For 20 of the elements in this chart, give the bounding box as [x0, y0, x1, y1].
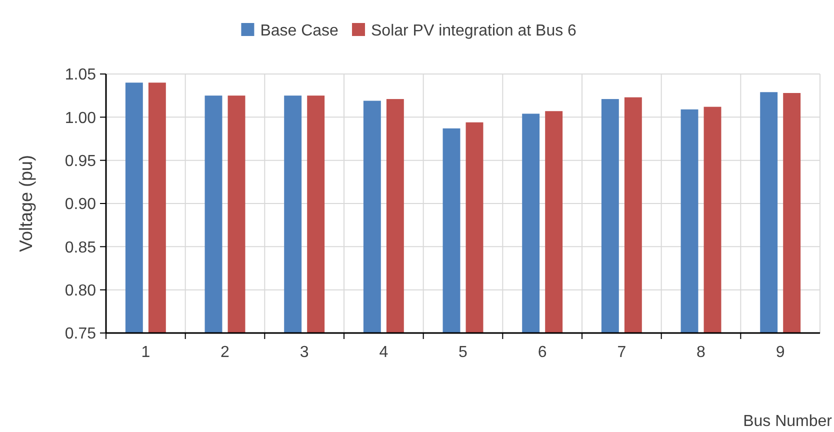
- y-axis-title: Voltage (pu): [16, 154, 36, 252]
- x-tick-label: 9: [776, 344, 785, 361]
- x-tick-label: 3: [300, 344, 309, 361]
- y-tick-label: 0.75: [64, 326, 96, 343]
- x-tick-label: 1: [141, 344, 150, 361]
- x-tick-label: 8: [696, 344, 706, 361]
- y-tick-label: 1.00: [64, 110, 96, 127]
- x-axis-title: Bus Number: [743, 413, 833, 430]
- x-tick-label: 7: [617, 344, 626, 361]
- y-tick-label: 1.05: [64, 66, 96, 84]
- legend-label: Base Case: [260, 22, 339, 40]
- x-tick-label: 2: [220, 344, 230, 361]
- legend-label: Solar PV integration at Bus 6: [371, 22, 577, 40]
- x-tick-label: 4: [379, 344, 388, 361]
- x-tick-label: 5: [458, 344, 468, 361]
- y-tick-label: 0.90: [64, 196, 96, 214]
- x-tick-label: 6: [538, 344, 547, 361]
- y-tick-label: 0.85: [64, 239, 96, 256]
- y-tick-label: 0.80: [64, 282, 96, 300]
- y-tick-label: 0.95: [64, 152, 96, 170]
